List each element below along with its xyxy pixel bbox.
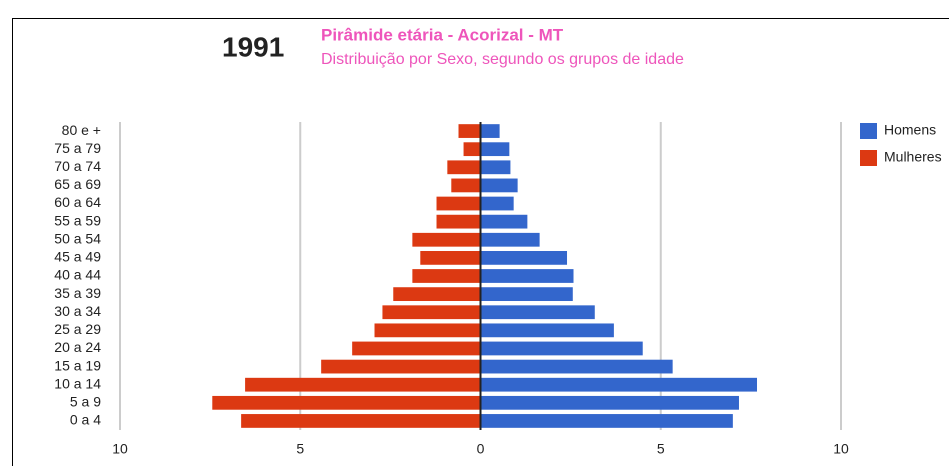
chart-title: 1991 [222, 31, 284, 62]
bar [382, 305, 481, 320]
bar [480, 232, 540, 247]
y-tick-label: 15 a 19 [54, 357, 101, 373]
legend-label: Homens [884, 122, 936, 138]
bar [480, 377, 758, 392]
bar [393, 287, 481, 302]
x-tick-label: 0 [477, 441, 485, 457]
y-tick-label: 70 a 74 [54, 158, 101, 174]
x-tick-label: 5 [657, 441, 665, 457]
bar [436, 196, 481, 211]
legend-swatch [860, 123, 877, 139]
bar [451, 178, 481, 193]
bar [480, 142, 510, 157]
y-tick-label: 80 e + [62, 122, 101, 138]
bar [480, 323, 614, 338]
x-tick-label: 10 [112, 441, 128, 457]
bar [458, 124, 481, 138]
y-tick-label: 10 a 14 [54, 375, 101, 391]
bar [352, 341, 481, 356]
y-tick-label: 20 a 24 [54, 339, 101, 355]
bar [480, 414, 733, 428]
y-tick-label: 0 a 4 [70, 412, 101, 428]
chart-subtitle: Pirâmide etária - Acorizal - MT [321, 25, 564, 44]
bar [480, 341, 643, 356]
y-tick-label: 75 a 79 [54, 140, 101, 156]
x-tick-label: 10 [833, 441, 849, 457]
y-tick-label: 25 a 29 [54, 321, 101, 337]
y-tick-label: 35 a 39 [54, 285, 101, 301]
bar [480, 124, 500, 138]
x-tick-label: 5 [296, 441, 304, 457]
bar [412, 232, 481, 247]
chart-subtitle2: Distribuição por Sexo, segundo os grupos… [321, 51, 684, 68]
bar [447, 160, 481, 175]
bar [374, 323, 481, 338]
y-tick-label: 55 a 59 [54, 212, 101, 228]
bar [480, 178, 518, 193]
bar [480, 269, 574, 283]
bar [480, 359, 673, 374]
legend-swatch [860, 150, 877, 166]
bar [480, 395, 739, 410]
bar [321, 359, 481, 374]
legend-label: Mulheres [884, 149, 942, 165]
bar [480, 160, 511, 175]
bar [480, 287, 573, 302]
y-tick-label: 40 a 44 [54, 267, 101, 283]
y-tick-label: 50 a 54 [54, 230, 101, 246]
y-tick-label: 60 a 64 [54, 194, 101, 210]
y-tick-label: 30 a 34 [54, 303, 101, 319]
bar [480, 305, 595, 320]
y-tick-label: 65 a 69 [54, 176, 101, 192]
bar [480, 196, 514, 211]
y-tick-label: 45 a 49 [54, 249, 101, 265]
bar [480, 250, 568, 265]
bar [412, 269, 481, 283]
bar [212, 395, 481, 410]
bar [480, 214, 528, 229]
bar [463, 142, 481, 157]
y-tick-label: 5 a 9 [70, 394, 101, 410]
bar [436, 214, 481, 229]
bar [241, 414, 481, 428]
bar [245, 377, 481, 392]
bar [420, 250, 481, 265]
